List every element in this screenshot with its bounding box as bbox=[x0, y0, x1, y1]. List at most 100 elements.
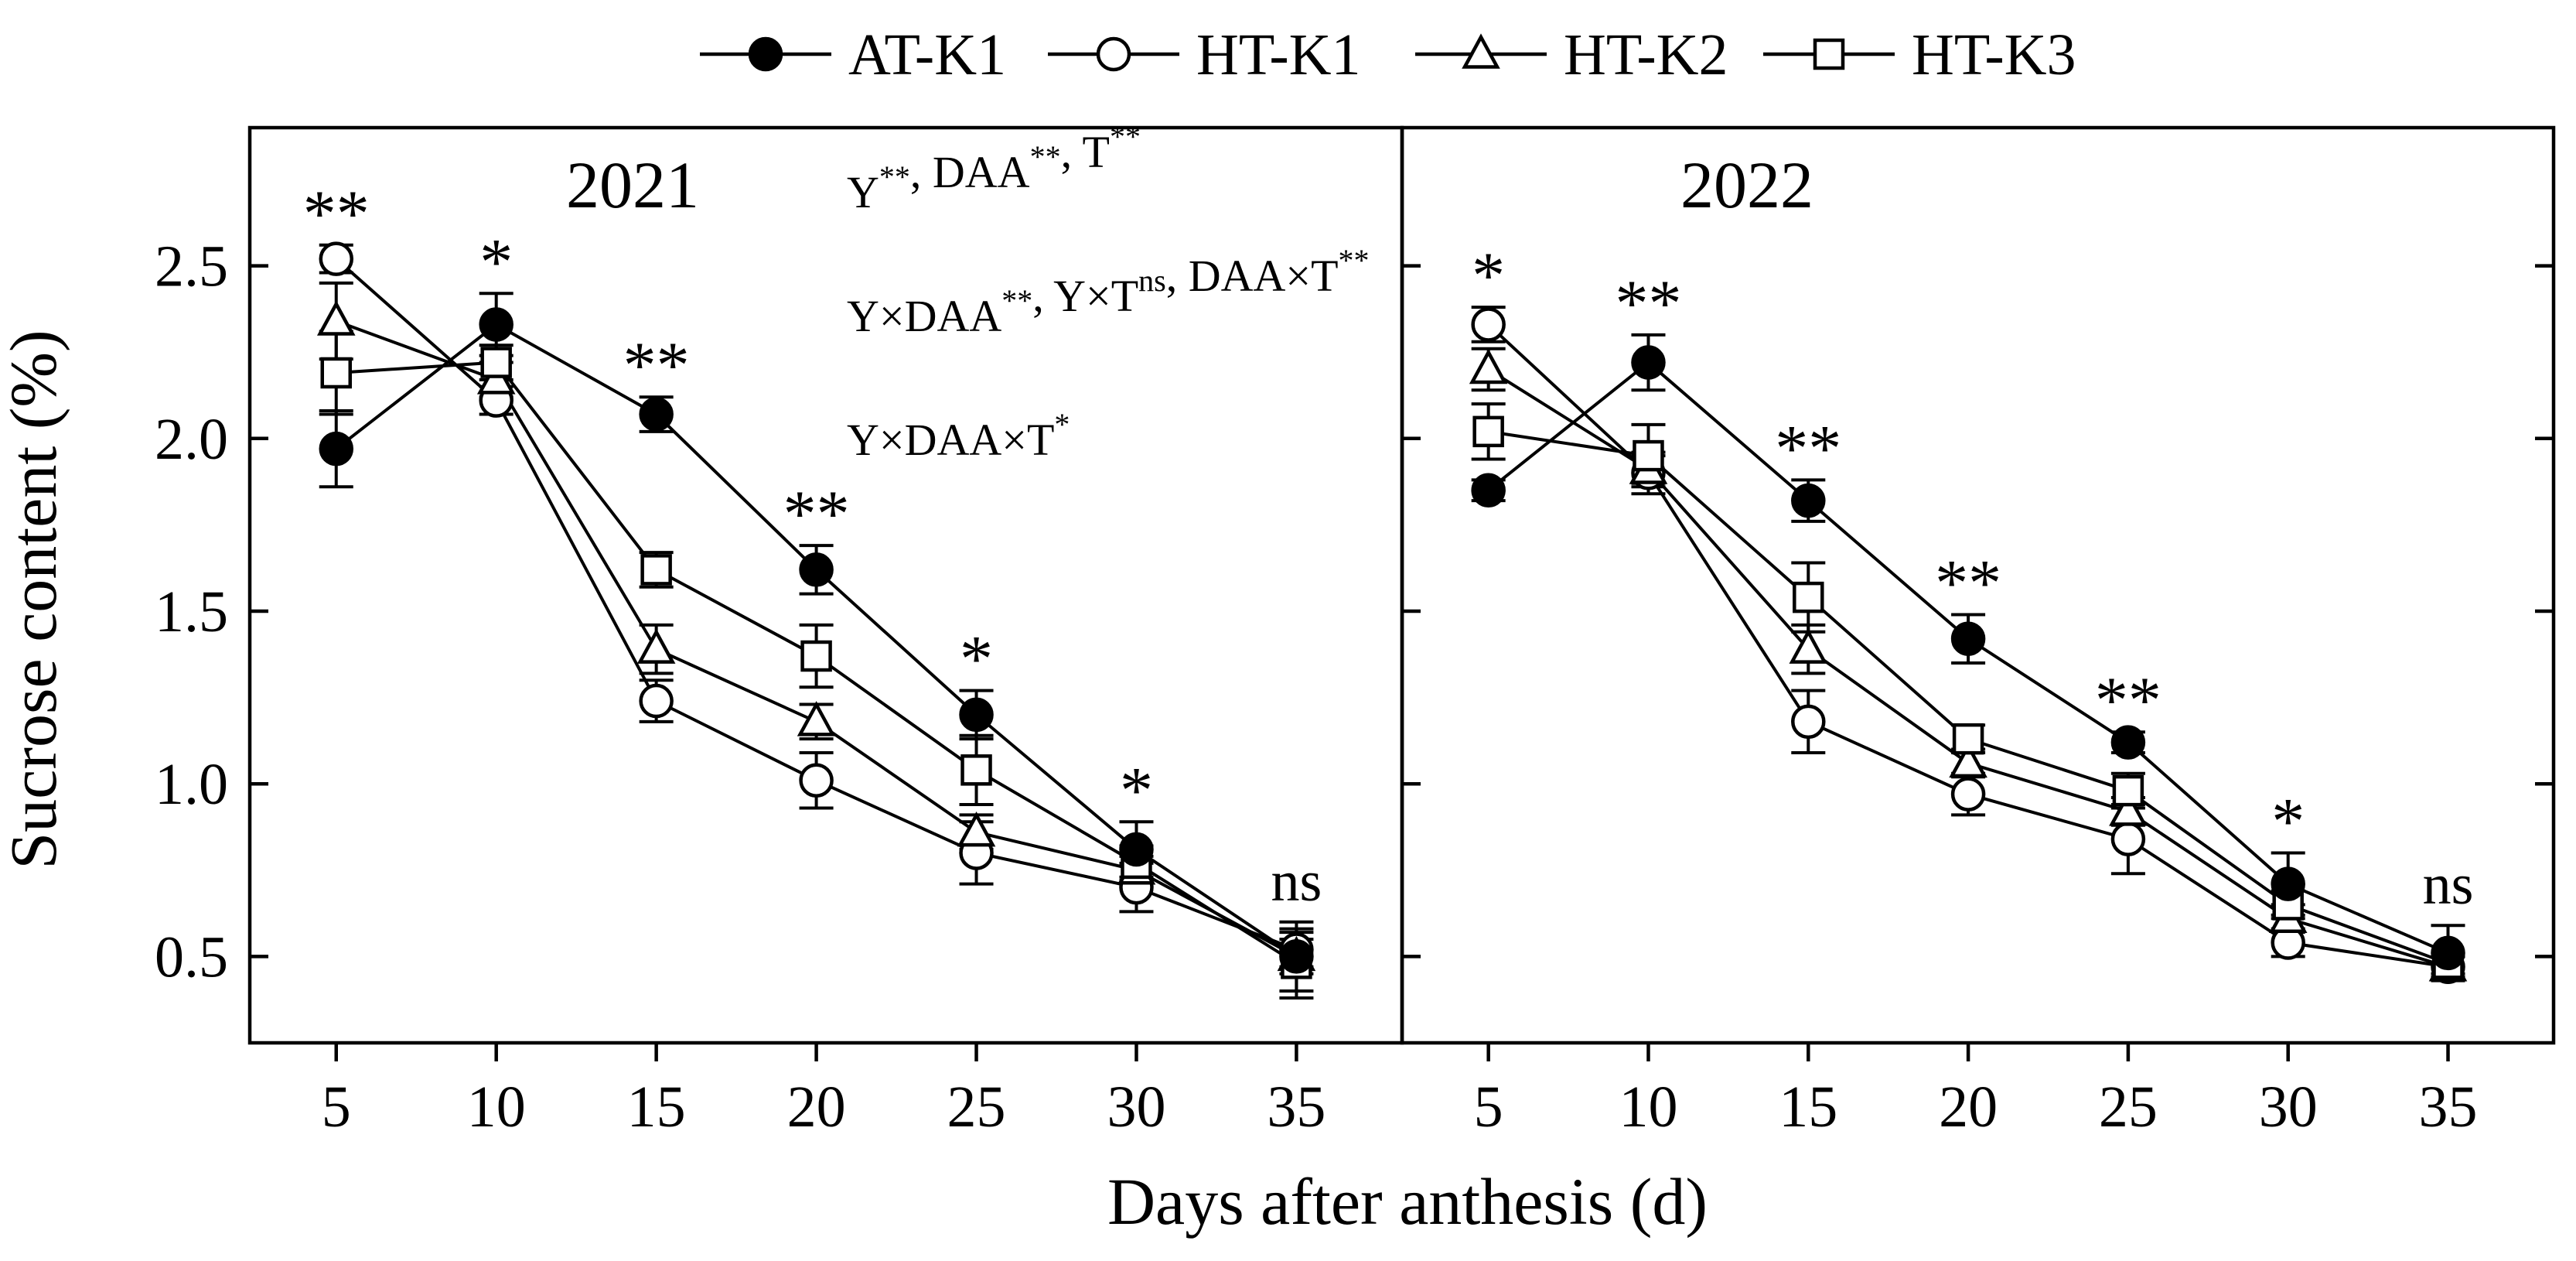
data-point-ht-k1 bbox=[1950, 777, 1986, 812]
x-tick-label: 10 bbox=[467, 1075, 526, 1140]
legend-item-at-k1: AT-K1 bbox=[700, 22, 1006, 87]
legend-label: HT-K3 bbox=[1912, 22, 2076, 87]
significance-label: ** bbox=[1615, 266, 1681, 340]
data-point-ht-k1 bbox=[2110, 822, 2146, 856]
data-point-ht-k2 bbox=[2109, 791, 2148, 826]
legend-marker-ht-k1 bbox=[1096, 36, 1131, 72]
stat-superscript: * bbox=[1054, 407, 1070, 442]
stat-annotation: Y×DAA×T* bbox=[847, 407, 1070, 465]
legend-label: HT-K1 bbox=[1196, 22, 1361, 87]
y-tick-label: 2.5 bbox=[155, 234, 228, 299]
data-point-at-k1 bbox=[2271, 866, 2305, 901]
x-tick-label: 10 bbox=[1619, 1075, 1677, 1140]
y-tick-label: 0.5 bbox=[155, 924, 228, 989]
legend-marker-ht-k2 bbox=[1462, 33, 1500, 69]
data-point-at-k1 bbox=[479, 307, 513, 342]
data-point-at-k1 bbox=[1950, 621, 1986, 656]
significance-label: ** bbox=[783, 477, 850, 551]
panel-title: 2021 bbox=[566, 148, 699, 222]
data-point-ht-k1 bbox=[1471, 307, 1506, 342]
x-tick-label: 25 bbox=[2099, 1075, 2158, 1140]
data-point-ht-k2 bbox=[1949, 742, 1987, 778]
significance-label: * bbox=[2271, 784, 2305, 858]
y-tick-label: 1.5 bbox=[155, 579, 228, 644]
stat-superscript: ** bbox=[1339, 243, 1370, 278]
x-tick-label: 30 bbox=[1107, 1075, 1165, 1140]
data-point-at-k1 bbox=[319, 431, 353, 466]
x-tick-label: 35 bbox=[1267, 1075, 1326, 1140]
data-point-at-k1 bbox=[639, 397, 674, 432]
x-tick-label: 35 bbox=[2419, 1075, 2478, 1140]
stat-superscript: ** bbox=[1001, 283, 1032, 318]
x-tick-label: 5 bbox=[322, 1075, 351, 1140]
data-point-ht-k3 bbox=[1952, 723, 1984, 755]
data-point-at-k1 bbox=[1791, 483, 1826, 518]
panel-title: 2022 bbox=[1680, 148, 1813, 222]
data-point-at-k1 bbox=[1631, 345, 1666, 380]
stat-term: , DAA×T bbox=[1166, 251, 1339, 301]
data-point-at-k1 bbox=[1471, 473, 1506, 507]
stat-term: , T bbox=[1061, 127, 1110, 177]
y-axis-label: Sucrose content (%) bbox=[0, 330, 70, 869]
data-point-at-k1 bbox=[959, 697, 994, 733]
data-point-at-k1 bbox=[2110, 725, 2146, 760]
significance-label: ns bbox=[1271, 850, 1322, 914]
y-tick-label: 1.0 bbox=[155, 752, 228, 817]
significance-label: ns bbox=[2423, 853, 2474, 917]
significance-label: ** bbox=[303, 176, 370, 251]
legend-marker-at-k1 bbox=[748, 36, 783, 72]
data-point-at-k1 bbox=[1119, 832, 1154, 867]
legend: AT-K1 HT-K1 HT-K2 HT-K3 bbox=[700, 22, 2076, 87]
series-line-ht-k2 bbox=[1487, 367, 2449, 969]
stat-term: Y×DAA×T bbox=[847, 415, 1054, 465]
data-point-ht-k2 bbox=[1789, 628, 1828, 664]
data-point-ht-k2 bbox=[797, 701, 836, 736]
legend-item-ht-k3: HT-K3 bbox=[1763, 22, 2076, 87]
data-point-ht-k1 bbox=[799, 763, 834, 798]
stat-annotation: Y×DAA**, Y×Tns, DAA×T** bbox=[847, 243, 1370, 341]
x-tick-label: 20 bbox=[1939, 1075, 1998, 1140]
significance-label: ** bbox=[1775, 411, 1841, 485]
stat-superscript: ns bbox=[1138, 263, 1166, 298]
data-point-ht-k3 bbox=[960, 754, 992, 786]
stat-term: Y bbox=[847, 167, 879, 217]
stat-term: Y×DAA bbox=[847, 291, 1001, 341]
data-point-ht-k2 bbox=[636, 628, 676, 664]
legend-marker-ht-k3 bbox=[1813, 38, 1845, 70]
x-tick-label: 30 bbox=[2259, 1075, 2318, 1140]
legend-item-ht-k1: HT-K1 bbox=[1048, 22, 1361, 87]
stat-term: , DAA bbox=[910, 147, 1030, 197]
significance-label: * bbox=[1120, 753, 1153, 827]
significance-label: * bbox=[960, 622, 993, 696]
data-point-at-k1 bbox=[799, 552, 834, 587]
data-point-at-k1 bbox=[2431, 935, 2465, 971]
data-point-ht-k3 bbox=[1793, 581, 1824, 613]
y-tick-label: 2.0 bbox=[155, 407, 228, 472]
legend-label: AT-K1 bbox=[848, 22, 1006, 87]
x-tick-label: 15 bbox=[1779, 1075, 1837, 1140]
data-point-ht-k1 bbox=[319, 241, 353, 276]
data-point-ht-k1 bbox=[1791, 704, 1826, 740]
x-tick-label: 15 bbox=[627, 1075, 686, 1140]
plot-frame bbox=[1400, 125, 2556, 1045]
significance-label: ** bbox=[2095, 663, 2161, 737]
x-tick-label: 5 bbox=[1474, 1075, 1503, 1140]
data-point-ht-k2 bbox=[1469, 348, 1508, 384]
significance-label: ** bbox=[623, 328, 690, 402]
legend-label: HT-K2 bbox=[1564, 22, 1728, 87]
stat-superscript: ** bbox=[1110, 119, 1141, 154]
data-point-ht-k3 bbox=[2112, 774, 2144, 807]
data-point-ht-k2 bbox=[957, 811, 996, 847]
x-axis-label: Days after anthesis (d) bbox=[1107, 1164, 1708, 1239]
data-point-ht-k3 bbox=[640, 554, 672, 586]
significance-label: ** bbox=[1935, 545, 2001, 620]
data-point-ht-k3 bbox=[1633, 439, 1664, 472]
significance-label: * bbox=[479, 224, 513, 299]
data-point-ht-k3 bbox=[800, 640, 832, 672]
stat-superscript: ** bbox=[1030, 139, 1061, 174]
x-tick-label: 20 bbox=[787, 1075, 846, 1140]
